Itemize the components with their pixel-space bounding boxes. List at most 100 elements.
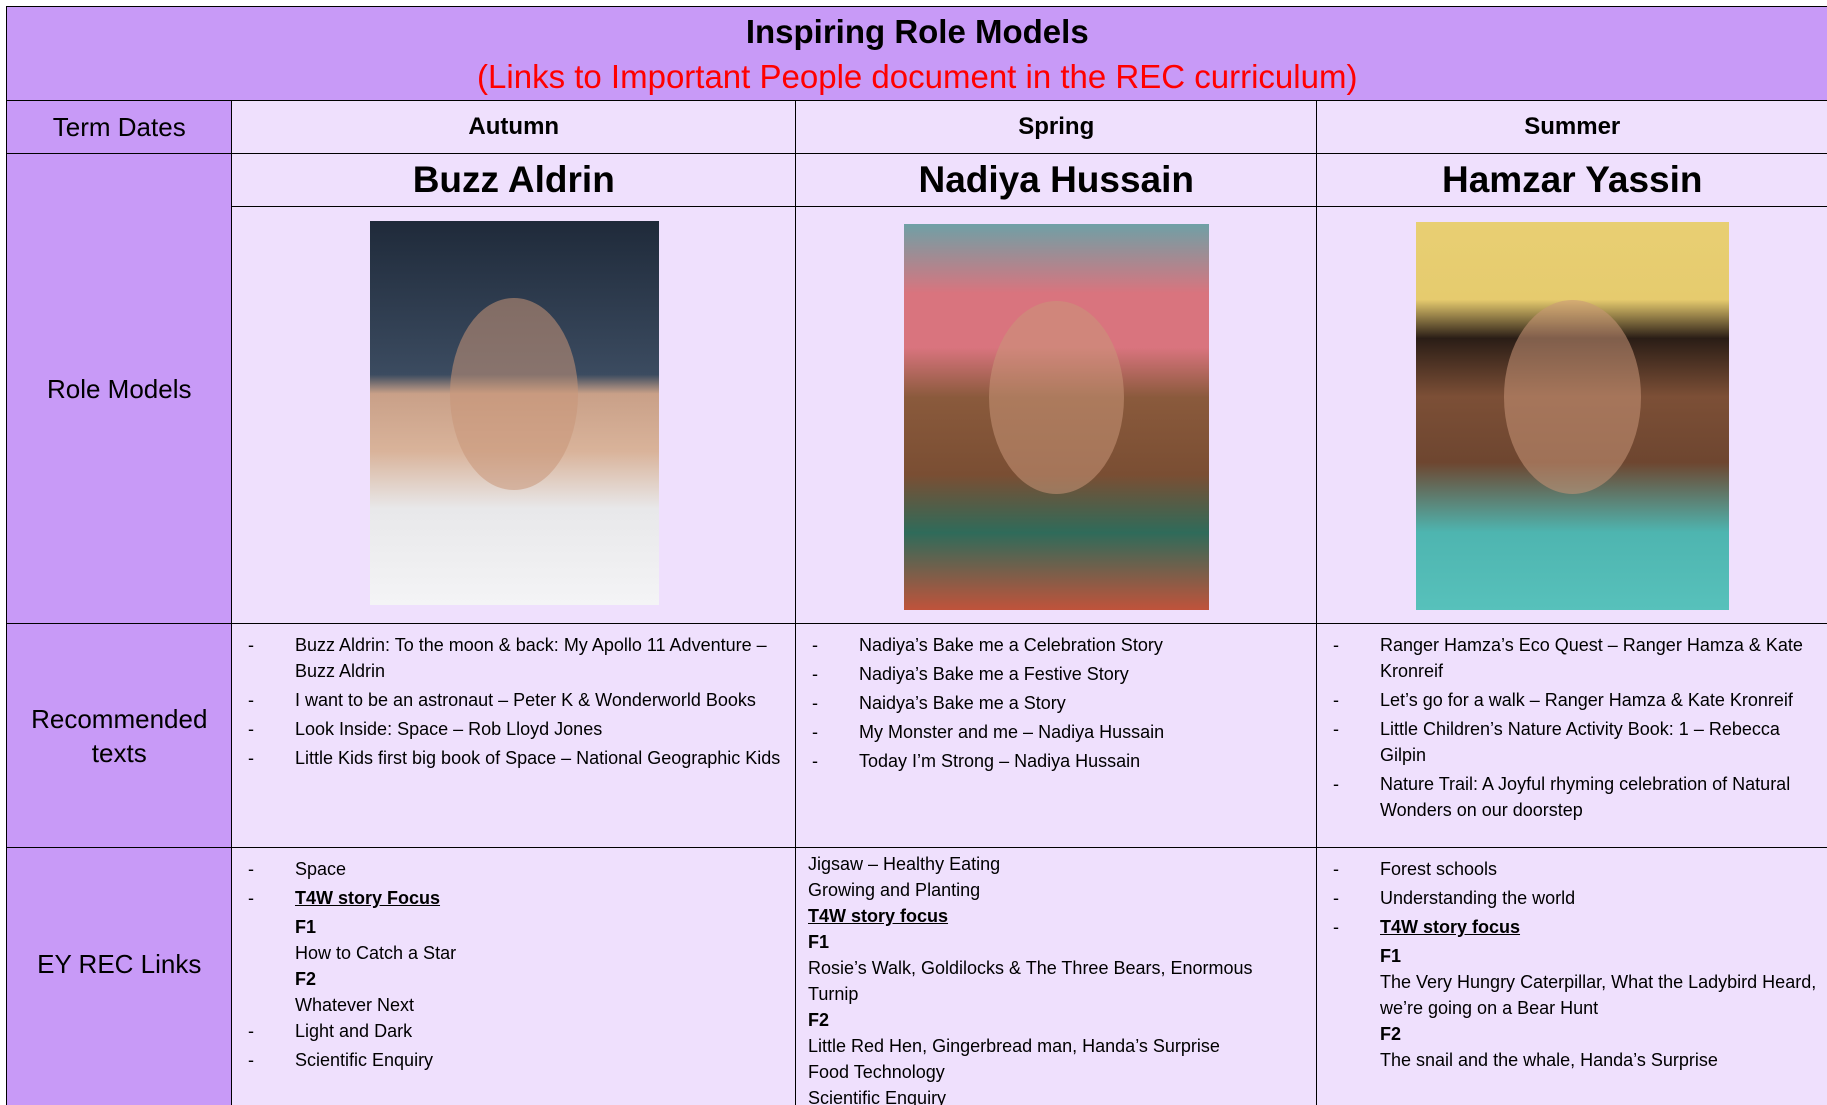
list-item: F2 [1317,1021,1827,1047]
bullet: - [248,748,254,768]
item-text: Scientific Enquiry [808,1088,947,1105]
item-text: F1 [1380,946,1402,966]
list-item: - Buzz Aldrin: To the moon & back: My Apo… [232,632,796,684]
list-item: F1 [1317,943,1827,969]
list-item: Rosie’s Walk, Goldilocks & The Three Bea… [796,955,1317,1007]
list-item: F1 [796,929,1317,955]
header-cell: Inspiring Role Models (Links to Important… [6,6,1827,102]
column-label: Summer [1524,113,1621,141]
item-text: Growing and Planting [808,880,981,900]
list-item: Growing and Planting [796,877,1317,903]
bullet: - [812,722,818,742]
item-text: F2 [808,1010,830,1030]
list-item: - Little Kids first big book of Space – N… [232,745,796,771]
item-text: The Very Hungry Caterpillar, What the La… [1380,972,1817,1018]
item-text: Food Technology [808,1062,945,1082]
bullet: - [248,888,254,908]
list-item: - Naidya’s Bake me a Story [796,690,1317,716]
item-text: I want to be an astronaut – Peter K & Wo… [295,690,756,710]
item-text: Forest schools [1380,859,1498,879]
photo-face [1503,299,1642,494]
item-text: F2 [295,969,317,989]
item-text: Nadiya’s Bake me a Festive Story [859,664,1129,684]
links-cell: - Forest schools - Understanding the world -… [1316,847,1827,1105]
list: - Nadiya’s Bake me a Celebration Story - Na… [796,632,1317,777]
texts-cell: - Buzz Aldrin: To the moon & back: My Apo… [231,623,797,849]
list-item: Little Red Hen, Gingerbread man, Handa’s… [796,1033,1317,1059]
bullet: - [248,719,254,739]
list-item: - Forest schools [1317,856,1827,882]
list-item: - My Monster and me – Nadiya Hussain [796,719,1317,745]
item-text: T4W story focus [1380,917,1521,937]
list: - Buzz Aldrin: To the moon & back: My Apo… [232,632,796,774]
list-item: How to Catch a Star [232,940,796,966]
item-text: Rosie’s Walk, Goldilocks & The Three Bea… [808,958,1253,1004]
item-text: Little Kids first big book of Space – Na… [295,748,781,768]
bullet: - [1333,917,1339,937]
item-text: Look Inside: Space – Rob Lloyd Jones [295,719,603,739]
item-text: Scientific Enquiry [295,1050,434,1070]
item-text: Nature Trail: A Joyful rhyming celebrati… [1380,774,1791,820]
list-item: - Nadiya’s Bake me a Festive Story [796,661,1317,687]
list-item: - Understanding the world [1317,885,1827,911]
role-model-name: Hamzar Yassin [1441,159,1703,201]
name-cell: Buzz Aldrin [231,153,797,208]
list-item: - Scientific Enquiry [232,1047,796,1073]
list-item: - T4W story focus [1317,914,1827,940]
column-label: Spring [1018,113,1095,141]
item-text: Little Children’s Nature Activity Book: … [1380,719,1780,765]
list-item: - Nadiya’s Bake me a Celebration Story [796,632,1317,658]
subtitle: (Links to Important People document in t… [477,57,1358,95]
bullet: - [812,751,818,771]
row-header: Recommended texts [6,623,233,849]
list: - Space - T4W story Focus F1 How to Catch a S… [232,856,796,1076]
item-text: Little Red Hen, Gingerbread man, Handa’s… [808,1036,1220,1056]
list: - Forest schools - Understanding the world -… [1317,856,1827,1073]
item-text: T4W story focus [808,906,949,926]
role-model-name: Buzz Aldrin [412,159,615,201]
item-text: Buzz Aldrin: To the moon & back: My Apol… [295,635,767,681]
list-item: - Nature Trail: A Joyful rhyming celebrat… [1317,771,1827,823]
bullet: - [248,1050,254,1070]
item-text: Let’s go for a walk – Ranger Hamza & Kat… [1380,690,1793,710]
list-item: - I want to be an astronaut – Peter K & W… [232,687,796,713]
list-item: Food Technology [796,1059,1317,1085]
bullet: - [1333,774,1339,794]
list-item: - Space [232,856,796,882]
list-item: F2 [232,966,796,992]
list-item: Scientific Enquiry [796,1085,1317,1105]
row-label: Role Models [46,373,192,404]
name-cell: Nadiya Hussain [795,153,1318,208]
list-item: - Little Children’s Nature Activity Book:… [1317,716,1827,768]
bullet: - [812,693,818,713]
list: - Ranger Hamza’s Eco Quest – Ranger Hamza… [1317,632,1827,826]
row-header: Role Models [6,153,233,625]
list-item: Jigsaw – Healthy Eating [796,851,1317,877]
bullet: - [248,690,254,710]
item-text: Space [295,859,347,879]
list-item: F1 [232,914,796,940]
item-text: Whatever Next [295,995,415,1015]
list-item: - Look Inside: Space – Rob Lloyd Jones [232,716,796,742]
item-text: Nadiya’s Bake me a Celebration Story [859,635,1163,655]
list-item: - Light and Dark [232,1018,796,1044]
photo [904,224,1209,610]
item-text: Jigsaw – Healthy Eating [808,854,1001,874]
row-label: EY REC Links [37,949,202,979]
list-item: - Today I’m Strong – Nadiya Hussain [796,748,1317,774]
row-label: Recommended texts [31,703,208,768]
texts-cell: - Ranger Hamza’s Eco Quest – Ranger Hamza… [1316,623,1827,849]
list-item: F2 [796,1007,1317,1033]
item-text: Today I’m Strong – Nadiya Hussain [859,751,1141,771]
photo [369,221,659,605]
photo-cell [231,206,797,625]
bullet: - [248,635,254,655]
bullet: - [1333,719,1339,739]
item-text: Light and Dark [295,1021,413,1041]
photo-cell [795,206,1318,625]
list-item: The snail and the whale, Handa’s Surpris… [1317,1047,1827,1073]
column-header: Spring [795,100,1318,155]
item-text: My Monster and me – Nadiya Hussain [859,722,1165,742]
list-item: T4W story focus [796,903,1317,929]
